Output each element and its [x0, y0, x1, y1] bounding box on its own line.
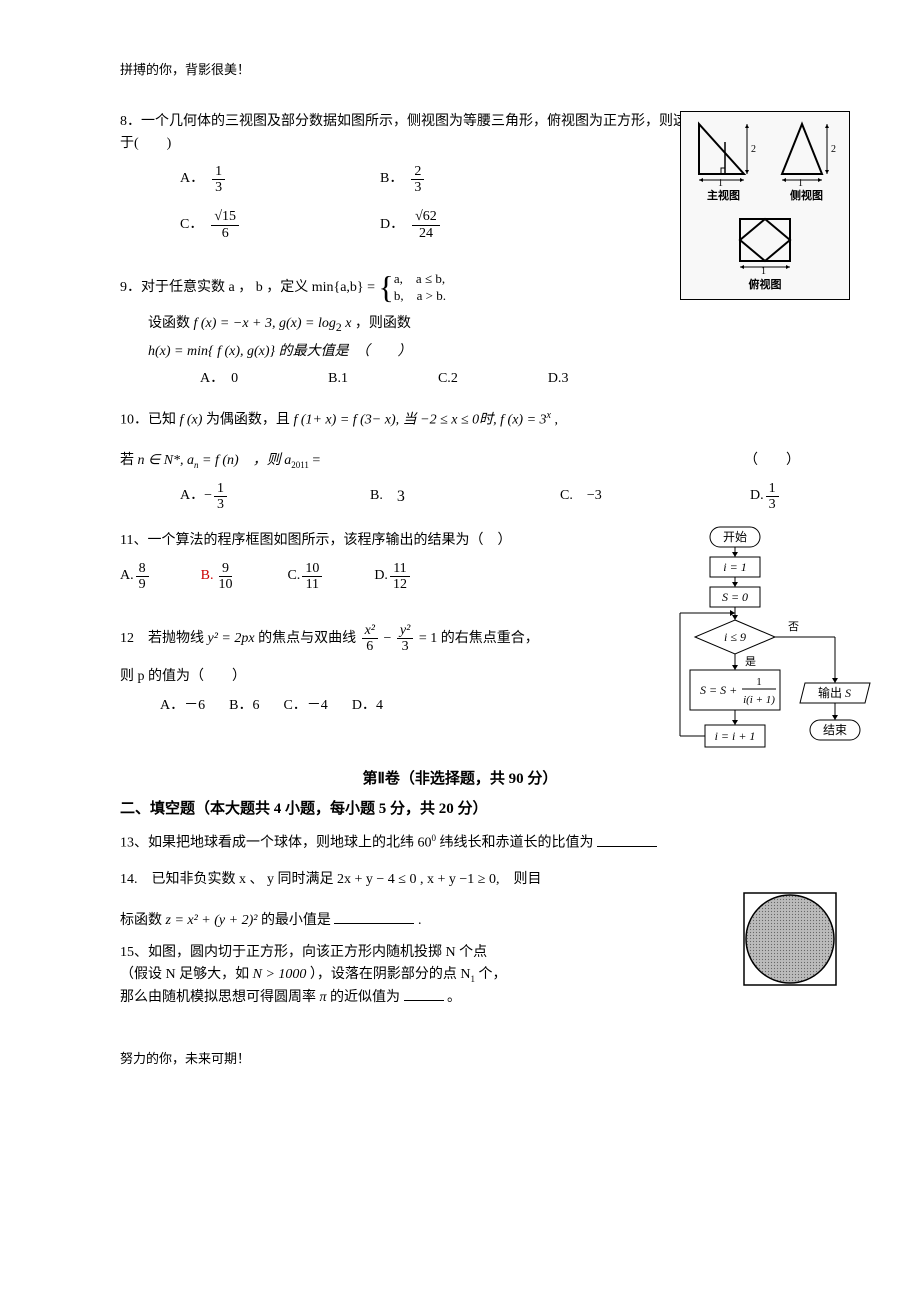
q12-options: A．－6 B．6 C．－4 D．4 — [160, 695, 800, 717]
q12-line2: 则 p 的值为（ ） — [120, 666, 800, 688]
q11-opt-d: D. 1112 — [374, 561, 412, 593]
q10-opt-d: D. 13 — [750, 481, 781, 513]
q10-opt-c: C. −3 — [560, 485, 700, 507]
q12-opt-b: B．6 — [229, 695, 259, 717]
svg-text:2: 2 — [831, 144, 836, 155]
q9-opt-b: B. 1 — [328, 368, 348, 390]
q14-line1: 14. 已知非负实数 x 、 y 同时满足 2x + y − 4 ≤ 0 , x… — [120, 869, 800, 891]
q9-line1: 9．对于任意实数 a ， b ，定义 min{a,b} = { a, a ≤ b… — [120, 271, 800, 305]
question-8: 8．一个几何体的三视图及部分数据如图所示，侧视图为等腰三角形，俯视图为正方形，则… — [120, 111, 800, 241]
q12-line1: 12 若抛物线 y² = 2px 的焦点与双曲线 x²6 − y²3 = 1 的… — [120, 623, 800, 655]
q15-line1: 15、如图，圆内切于正方形，向该正方形内随机投掷 N 个点 — [120, 942, 800, 964]
question-9: 9．对于任意实数 a ， b ，定义 min{a,b} = { a, a ≤ b… — [120, 271, 800, 390]
q12-opt-d: D．4 — [352, 695, 383, 717]
question-11: 11、一个算法的程序框图如图所示，该程序输出的结果为（ ） A. 89 B. 9… — [120, 530, 800, 592]
q9-line3: h(x) = min{ f (x), g(x)} 的最大值是 （ ） — [148, 341, 800, 363]
question-10: 10．已知 f (x) 为偶函数，且 f (1+ x) = f (3− x), … — [120, 408, 800, 512]
q11-opt-a: A. 89 — [120, 561, 151, 593]
svg-text:结束: 结束 — [823, 723, 847, 737]
question-14: 14. 已知非负实数 x 、 y 同时满足 2x + y − 4 ≤ 0 , x… — [120, 869, 800, 932]
q11-opt-b: B. 910 — [201, 561, 238, 593]
q9-options: A． 0 B. 1 C. 2 D. 3 — [200, 368, 800, 390]
q9-opt-c: C. 2 — [438, 368, 458, 390]
q10-line2: 若 n ∈ N*, an = f (n) ，则 a2011 = （ ） — [120, 450, 800, 472]
q8-opt-c: C． √156 — [180, 209, 330, 241]
q8-opt-a: A． 13 — [180, 164, 330, 196]
q9-opt-a: A． 0 — [200, 368, 238, 390]
side-view-label: 侧视图 — [768, 188, 845, 206]
q8-opt-d: D． √6224 — [380, 209, 530, 241]
svg-text:1: 1 — [718, 178, 723, 186]
svg-text:2: 2 — [751, 144, 756, 155]
top-view-icon: 1 — [725, 211, 805, 275]
q10-line1: 10．已知 f (x) 为偶函数，且 f (1+ x) = f (3− x), … — [120, 408, 800, 432]
header-motto: 拼搏的你，背影很美！ — [120, 60, 800, 81]
q12-opt-a: A．－6 — [160, 695, 205, 717]
question-15: 15、如图，圆内切于正方形，向该正方形内随机投掷 N 个点 （假设 N 足够大，… — [120, 942, 800, 1009]
svg-text:开始: 开始 — [723, 530, 747, 544]
blank-13 — [597, 846, 657, 847]
svg-text:输出 S: 输出 S — [818, 685, 851, 700]
main-view-icon: 2 1 — [689, 116, 759, 186]
blank-15 — [404, 1000, 444, 1001]
footer-motto: 努力的你，未来可期！ — [120, 1049, 800, 1070]
q10-opt-b: B. 3 — [370, 484, 510, 510]
main-view-label: 主视图 — [685, 188, 762, 206]
q15-line3: 那么由随机模拟思想可得圆周率 π 的近似值为 。 — [120, 987, 800, 1009]
q10-options: A．− 13 B. 3 C. −3 D. 13 — [180, 481, 800, 513]
q8-opt-b: B． 23 — [380, 164, 530, 196]
svg-text:S = 0: S = 0 — [722, 590, 748, 604]
q10-opt-a: A．− 13 — [180, 481, 320, 513]
piecewise-expr: { a, a ≤ b, b, a > b. — [379, 271, 446, 305]
q9-opt-d: D. 3 — [548, 368, 569, 390]
q9-line2: 设函数 f (x) = −x + 3, g(x) = log2 x ，则函数 — [148, 313, 800, 337]
svg-text:i = 1: i = 1 — [723, 560, 746, 574]
q14-line2: 标函数 z = x² + (y + 2)² 的最小值是 . — [120, 910, 800, 932]
side-view-icon: 2 1 — [772, 116, 842, 186]
q11-opt-c: C. 1011 — [287, 561, 324, 593]
blank-14 — [334, 923, 414, 924]
svg-text:i = i + 1: i = i + 1 — [715, 729, 756, 743]
svg-text:1: 1 — [798, 178, 803, 186]
q15-line2: （假设 N 足够大，如 N > 1000 ），设落在阴影部分的点 N1 个， — [120, 964, 800, 986]
question-13: 13、如果把地球看成一个球体，则地球上的北纬 600 纬线长和赤道长的比值为 — [120, 831, 800, 855]
q12-opt-c: C．－4 — [283, 695, 327, 717]
question-12: 12 若抛物线 y² = 2px 的焦点与双曲线 x²6 − y²3 = 1 的… — [120, 623, 800, 718]
